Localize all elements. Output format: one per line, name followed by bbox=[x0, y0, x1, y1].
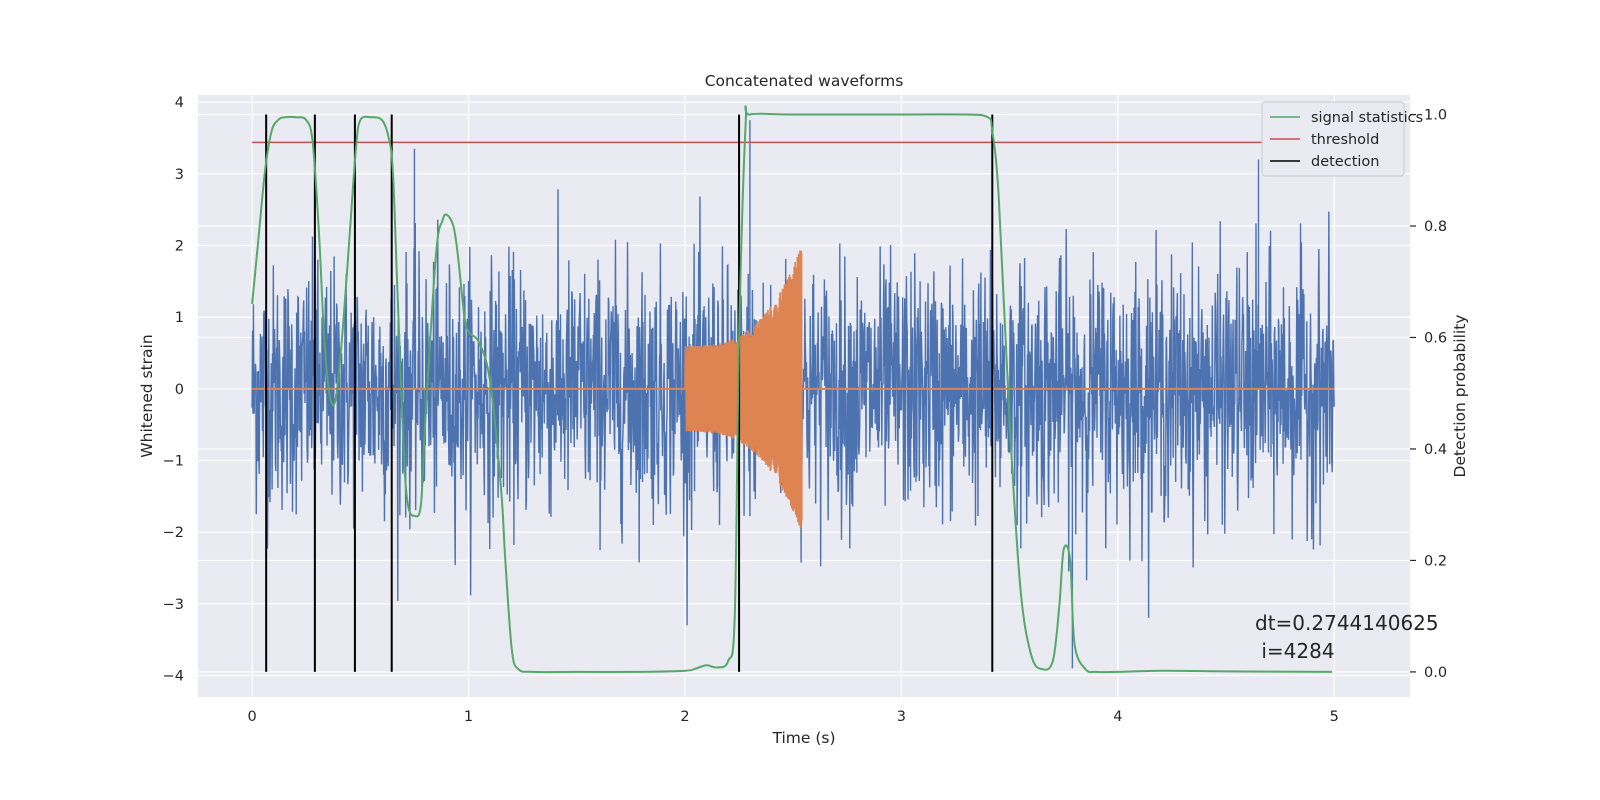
legend-label-threshold: threshold bbox=[1311, 132, 1379, 148]
annotation-dt: dt=0.2744140625 bbox=[1255, 611, 1439, 635]
x-tick-label-0: 0 bbox=[247, 709, 256, 725]
legend: signal statistics threshold detection bbox=[1261, 101, 1423, 177]
chirp-series bbox=[252, 250, 1335, 529]
x-tick-label-2: 2 bbox=[680, 709, 689, 725]
y-tick-label-8: 4 bbox=[175, 95, 184, 111]
signal-statistics-line bbox=[251, 105, 1333, 674]
y2-axis-ticks: 0.0 0.2 0.4 0.6 0.8 1.0 bbox=[1410, 108, 1447, 681]
y-tick-label-7: 3 bbox=[175, 167, 184, 183]
y-tick-label-4: 0 bbox=[175, 382, 184, 398]
annotation-index: i=4284 bbox=[1255, 639, 1335, 663]
y-tick-label-2: −2 bbox=[163, 525, 184, 541]
x-tick-label-3: 3 bbox=[897, 709, 906, 725]
y-tick-label-3: −1 bbox=[163, 454, 184, 470]
legend-label-detection: detection bbox=[1311, 154, 1379, 170]
y-tick-label-6: 2 bbox=[175, 239, 184, 255]
y2-tick-label-0: 0.0 bbox=[1424, 665, 1447, 681]
legend-label-signal-statistics: signal statistics bbox=[1311, 110, 1423, 126]
x-axis-ticks: 0 1 2 3 4 5 bbox=[247, 709, 1338, 725]
y2-axis-label: Detection probability bbox=[1451, 315, 1469, 478]
signal-statistics-series bbox=[251, 105, 1333, 674]
chart-title: Concatenated waveforms bbox=[705, 72, 904, 90]
chirp-line bbox=[684, 250, 803, 529]
x-tick-label-5: 5 bbox=[1330, 709, 1339, 725]
legend-box bbox=[1261, 101, 1405, 177]
y2-tick-label-4: 0.8 bbox=[1424, 219, 1447, 235]
y-tick-label-0: −4 bbox=[163, 669, 184, 685]
y2-tick-label-2: 0.4 bbox=[1424, 442, 1447, 458]
y2-tick-label-1: 0.2 bbox=[1424, 553, 1447, 569]
x-tick-label-4: 4 bbox=[1113, 709, 1122, 725]
y2-tick-label-5: 1.0 bbox=[1424, 108, 1447, 124]
y-axis-label: Whitened strain bbox=[138, 334, 156, 457]
y2-tick-label-3: 0.6 bbox=[1424, 330, 1447, 346]
x-axis-label: Time (s) bbox=[771, 729, 835, 747]
x-tick-label-1: 1 bbox=[464, 709, 473, 725]
y-tick-label-1: −3 bbox=[163, 597, 184, 613]
y-axis-ticks: −4 −3 −2 −1 0 1 2 3 4 bbox=[163, 95, 184, 684]
y-tick-label-5: 1 bbox=[175, 310, 184, 326]
